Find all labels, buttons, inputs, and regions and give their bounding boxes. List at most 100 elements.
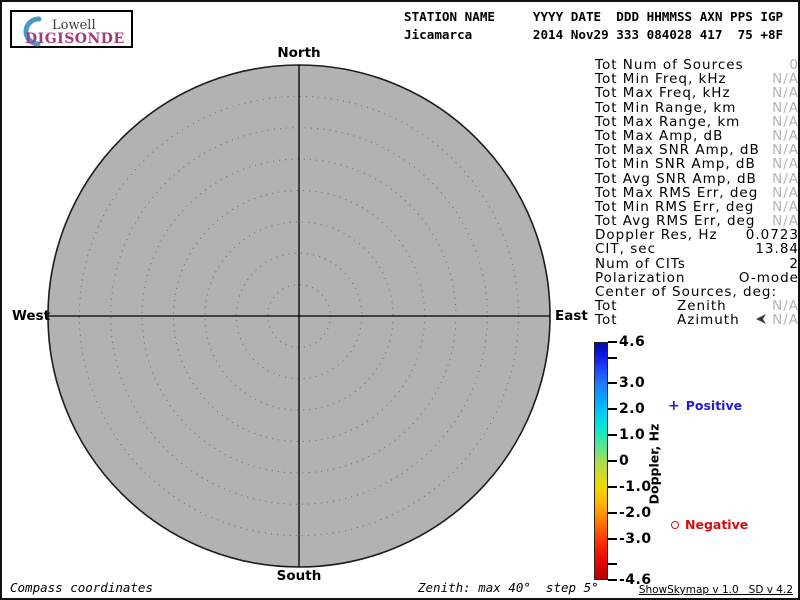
header-values: Jicamarca 2014 Nov29 333 084028 417 75 +… [404,26,784,42]
stat-row: Tot Azimuth N/A [595,313,798,327]
stats-panel: Tot Num of Sources 0 Tot Min Freq, kHz N/A… [595,58,798,328]
stat-value: N/A [772,298,799,315]
stat-label: Tot Avg RMS Err, deg [595,213,756,230]
stat-value: N/A [772,312,799,329]
stat-label: Tot Max Freq, kHz [595,85,731,102]
stat-value: N/A [772,213,799,230]
colorbar-tick-label: 1.0 [619,427,646,443]
stat-row: Polarization O-mode [595,271,798,285]
coordinate-system-label: Compass coordinates [10,580,153,595]
zenith-range-label: Zenith: max 40° step 5° [418,580,599,595]
stat-row: Doppler Res, Hz 0.0723 [595,228,798,242]
stat-value: N/A [772,99,799,116]
stat-label: Tot Min Freq, kHz [595,71,727,88]
colorbar-tick-label: 2.0 [619,401,646,417]
stat-row: Tot Avg RMS Err, deg N/A [595,214,798,228]
colorbar-tick [608,408,617,410]
stat-label: Doppler Res, Hz [595,227,718,244]
colorbar-axis-title: Doppler, Hz [646,423,662,505]
stat-row: CIT, sec 13.84 [595,242,798,256]
stat-value: 0.0723 [745,227,799,244]
stat-value: 13.84 [755,241,799,258]
stat-label: Tot Max RMS Err, deg [595,184,759,201]
stat-label: Tot [595,312,618,329]
stat-value: O-mode [738,269,799,286]
stat-value: N/A [772,113,799,130]
lowell-digisonde-logo: Lowell DIGISONDE [10,10,133,48]
compass-label-north: North [277,45,321,61]
stat-value: 2 [789,255,799,272]
stat-label: Tot Max Range, km [595,113,741,130]
compass-label-west: West [12,308,51,324]
stat-row: Tot Min RMS Err, deg N/A [595,200,798,214]
stat-row: Num of CITs 2 [595,255,799,272]
colorbar-tick [608,486,617,488]
stat-value: N/A [772,85,799,102]
colorbar-tick [608,460,617,462]
station-header: STATION NAME YYYY DATE DDD HHMMSS AXN PP… [404,8,783,43]
stat-value: N/A [772,156,799,173]
version-label: ShowSkymap v 1.0 SD v 4.2 [638,584,793,596]
stat-value: N/A [772,184,799,201]
stat-label: Tot Num of Sources [595,57,744,73]
colorbar-tick-label: 0 [619,453,630,469]
colorbar-tick [608,382,617,384]
colorbar-tick-label: -3.0 [619,531,652,547]
colorbar-tick [608,538,617,540]
stat-row: Tot Max Range, km N/A [595,115,798,129]
colorbar-tick-label: -4.6 [619,572,652,588]
stat-row: Tot Min Range, km N/A [595,99,799,116]
logo-crescent-icon [23,16,42,47]
stat-row: Tot Min Freq, kHz N/A [595,72,798,86]
stat-row: Tot Max SNR Amp, dB N/A [595,143,798,157]
stat-row: Tot Avg SNR Amp, dB N/A [595,170,799,187]
stat-label: CIT, sec [595,241,656,258]
colorbar-tick [608,341,617,343]
legend-positive-label: Positive [685,398,743,413]
stat-value: N/A [772,142,799,159]
stat-label: Polarization [595,269,686,286]
stat-label: Tot Min RMS Err, deg [595,198,755,215]
stat-row: Tot Min SNR Amp, dB N/A [595,157,798,171]
colorbar-tick [608,563,617,565]
stat-row: Tot Max Amp, dB N/A [595,129,798,143]
mouse-cursor-icon [756,314,766,324]
stat-value: 0 [789,57,799,73]
stat-row: Tot Num of Sources 0 [595,58,798,72]
stat-label: Tot Min Range, km [595,99,737,116]
colorbar-tick-label: -1.0 [619,479,652,495]
legend-positive: + Positive [668,398,742,413]
stat-label: Center of Sources, deg: [595,284,778,300]
colorbar-tick [608,579,617,581]
logo-digisonde-text: DIGISONDE [25,31,125,47]
stat-value: N/A [772,198,799,215]
colorbar-tick-label: -2.0 [619,505,652,521]
colorbar-tick [608,357,617,359]
stat-label: Tot Max SNR Amp, dB [595,142,760,159]
legend-negative: Negative [671,517,748,532]
stat-row: Tot Zenith N/A [595,299,798,313]
colorbar-tick-label: 4.6 [619,334,646,350]
compass-label-south: South [276,568,322,584]
stat-value: N/A [772,170,799,187]
stat-label: Tot Min SNR Amp, dB [595,156,756,173]
colorbar-tick [608,434,617,436]
doppler-colorbar [594,342,608,580]
stat-value: N/A [772,71,799,88]
stat-row: Tot Max Freq, kHz N/A [595,86,798,100]
colorbar-tick [608,512,617,514]
stat-label: Tot Max Amp, dB [595,127,724,144]
plus-marker-icon: + [668,397,680,414]
stat-sublabel: Azimuth [677,312,740,329]
compass-label-east: East [555,308,588,324]
circle-marker-icon [671,520,679,529]
stat-label: Tot [595,298,618,315]
skymap-plot [47,64,551,568]
stat-label: Num of CITs [595,255,686,272]
stat-row: Tot Max RMS Err, deg N/A [595,184,799,201]
legend-negative-label: Negative [685,517,749,532]
colorbar-tick-label: 3.0 [619,375,646,391]
stat-sublabel: Zenith [677,298,727,315]
header-column-titles: STATION NAME YYYY DATE DDD HHMMSS AXN PP… [404,9,784,24]
